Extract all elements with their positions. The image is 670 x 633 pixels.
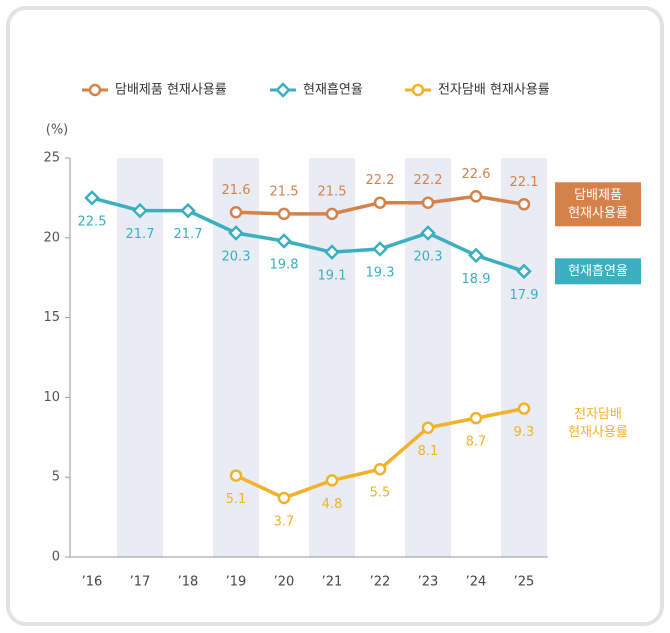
data-label: 8.7 (466, 435, 487, 450)
x-tick-label: ’24 (466, 575, 487, 590)
end-label-box (555, 182, 641, 227)
marker (469, 190, 483, 203)
legend-item: 담배제품 현재사용률 (82, 83, 227, 98)
marker (84, 190, 100, 206)
marker (421, 196, 435, 209)
end-label: 담배제품 (574, 188, 622, 203)
marker (420, 225, 436, 241)
legend-item: 현재흡연율 (270, 82, 363, 98)
y-tick-label: 20 (43, 230, 60, 245)
column-band (405, 158, 451, 557)
series-line (91, 196, 525, 273)
marker (468, 247, 484, 264)
data-label: 20.3 (222, 250, 251, 265)
x-tick-label: ’25 (514, 575, 535, 590)
end-label: 전자담배 (574, 407, 622, 422)
x-tick-label: ’16 (82, 575, 103, 590)
marker (517, 198, 531, 211)
x-tick-label: ’19 (226, 575, 247, 590)
data-label: 20.3 (414, 250, 443, 265)
legend-label: 현재흡연율 (303, 83, 363, 98)
data-label: 4.8 (322, 497, 343, 512)
column-band (309, 158, 355, 557)
marker (88, 83, 102, 97)
marker (421, 421, 435, 434)
marker (325, 207, 339, 221)
marker (411, 83, 425, 97)
x-tick-label: ’21 (322, 575, 343, 590)
data-label: 19.1 (318, 269, 347, 284)
data-label: 22.1 (510, 175, 539, 190)
x-tick-label: ’23 (418, 575, 439, 590)
marker (228, 225, 244, 241)
x-tick-label: ’17 (130, 575, 151, 590)
data-label: 21.5 (318, 184, 347, 199)
marker (373, 462, 387, 476)
data-label: 21.5 (270, 184, 299, 199)
data-label: 5.1 (226, 492, 247, 507)
legend-item: 전자담배 현재사용률 (405, 83, 550, 98)
y-tick-label: 0 (52, 550, 60, 565)
data-label: 21.7 (126, 227, 155, 242)
data-label: 19.3 (366, 265, 395, 280)
marker (229, 469, 243, 482)
data-label: 21.7 (174, 227, 203, 242)
end-label-box (555, 258, 641, 285)
marker (132, 202, 148, 219)
data-label: 5.5 (370, 486, 391, 501)
data-label: 18.9 (462, 272, 491, 287)
marker (325, 474, 339, 487)
column-band (501, 158, 547, 557)
x-tick-label: ’18 (178, 575, 199, 590)
marker (373, 196, 387, 209)
column-band (117, 158, 163, 557)
legend-label: 담배제품 현재사용률 (115, 83, 227, 98)
data-label: 22.6 (462, 167, 491, 182)
data-label: 21.6 (222, 183, 251, 198)
data-label: 3.7 (274, 514, 295, 529)
marker (516, 263, 532, 280)
y-tick-label: 25 (43, 151, 60, 166)
marker (372, 241, 388, 257)
data-label: 22.2 (366, 173, 395, 188)
y-axis-label: (%) (46, 123, 69, 138)
data-label: 22.5 (78, 214, 107, 229)
marker (275, 82, 291, 98)
data-label: 19.8 (270, 257, 299, 272)
y-tick-label: 15 (43, 310, 60, 325)
marker (517, 402, 531, 415)
end-label: 현재흡연율 (568, 264, 628, 279)
marker (229, 206, 243, 219)
data-label: 17.9 (510, 288, 539, 303)
data-label: 8.1 (418, 444, 439, 459)
marker (277, 207, 291, 221)
y-tick-label: 5 (52, 470, 60, 485)
marker (469, 411, 483, 425)
end-label: 현재사용률 (568, 206, 628, 221)
legend-label: 전자담배 현재사용률 (438, 83, 550, 98)
marker (180, 202, 196, 219)
marker (276, 233, 292, 249)
y-tick-label: 10 (43, 390, 60, 405)
data-label: 9.3 (514, 425, 535, 440)
data-label: 22.2 (414, 173, 443, 188)
marker (277, 491, 291, 505)
x-tick-label: ’22 (370, 575, 391, 590)
x-tick-label: ’20 (274, 575, 295, 590)
marker (324, 244, 340, 260)
end-label: 현재사용률 (568, 425, 628, 440)
